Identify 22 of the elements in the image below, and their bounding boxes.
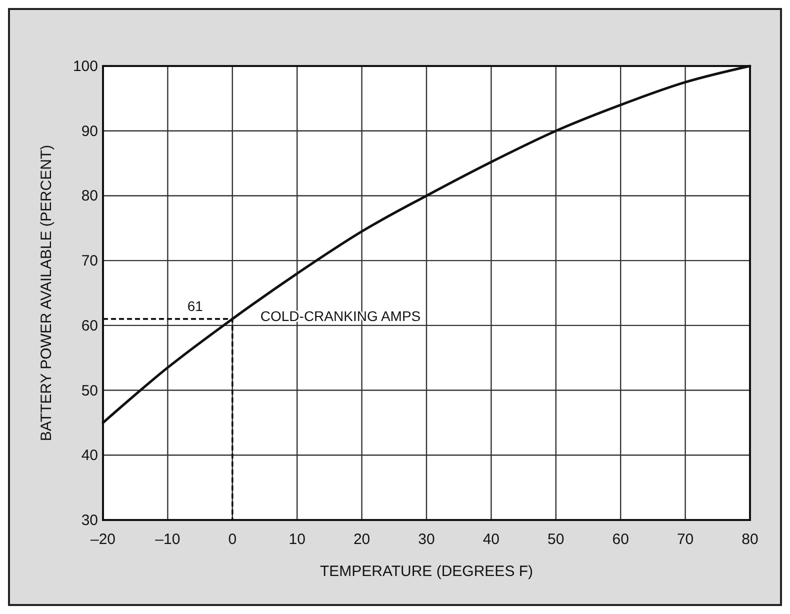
annotation: 61 [187,298,204,314]
y-tick-label: 50 [81,382,98,400]
y-tick-label: 90 [81,122,98,140]
x-tick-label: 20 [353,531,370,548]
y-tick-label: 70 [81,252,98,270]
x-tick-label: 50 [548,531,564,548]
x-tick-label: 40 [482,531,500,548]
y-tick-label: 60 [81,317,98,334]
y-axis-title: BATTERY POWER AVAILABLE (PERCENT) [38,144,55,442]
x-tick-label: –20 [90,531,116,548]
x-tick-label: 60 [612,531,629,548]
x-tick-label: 80 [742,531,758,548]
x-axis-title: TEMPERATURE (DEGREES F) [320,563,534,580]
x-tick-label: 30 [418,531,435,548]
y-tick-label: 80 [81,188,98,205]
x-tick-label: –10 [155,531,180,548]
x-tick-label: 70 [676,531,694,548]
x-tick-label: 0 [228,531,237,548]
y-tick-label: 30 [81,512,98,529]
y-tick-label: 40 [81,447,98,464]
y-tick-label: 100 [72,58,98,75]
x-tick-label: 10 [288,531,306,548]
